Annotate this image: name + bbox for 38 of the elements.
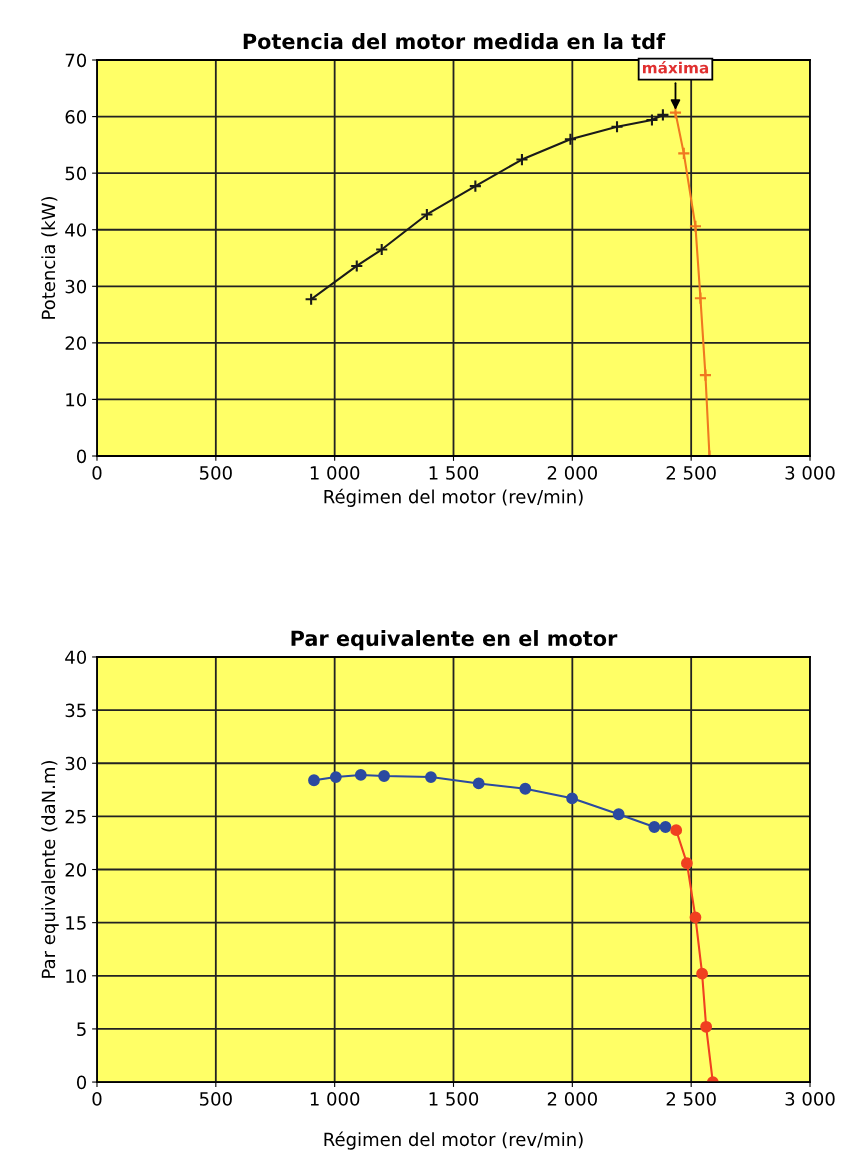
x-tick-label: 1 500 [429,466,479,480]
x-tick-label: 3 000 [785,1092,835,1106]
x-axis-title: Régimen del motor (rev/min) [324,1131,583,1150]
x-tick-label: 0 [92,466,102,480]
y-tick-label: 40 [65,223,87,237]
y-tick-label: 25 [65,809,86,824]
x-tick-label: 1 000 [310,466,360,480]
y-tick-label: 50 [65,166,87,181]
x-tick-label: 2 000 [547,466,597,480]
y-tick-label: 10 [66,969,87,983]
y-tick-label: 5 [77,1022,86,1037]
y-tick-label: 10 [66,392,87,407]
x-tick-label: 3 000 [785,466,835,480]
annotation: máxima [642,61,709,74]
x-axis-title: Régimen del motor (rev/min) [324,488,583,507]
x-tick-label: 0 [92,1092,102,1106]
x-tick-label: 2 500 [666,1092,716,1106]
y-tick-label: 20 [65,862,87,877]
y-axis-title: Par equivalente (daN.m) [41,761,59,978]
y-tick-label: 70 [65,53,87,68]
x-tick-label: 500 [199,1092,232,1106]
y-axis-title: Potencia (kW) [41,197,58,319]
x-tick-label: 2 500 [666,466,716,480]
y-tick-label: 60 [65,110,87,124]
y-tick-label: 20 [65,336,87,350]
y-tick-label: 0 [76,1075,87,1090]
y-tick-label: 30 [65,279,87,294]
y-tick-label: 15 [66,916,86,930]
y-tick-label: 40 [65,650,87,665]
chart-title: Potencia del motor medida en la tdf [243,33,666,50]
x-tick-label: 1 000 [310,1092,360,1106]
x-tick-label: 1 500 [429,1092,479,1106]
x-tick-label: 2 000 [547,1092,597,1106]
x-tick-label: 500 [199,466,232,480]
chart-title: Par equivalente en el motor [291,630,618,651]
y-tick-label: 0 [76,449,87,464]
y-tick-label: 35 [65,703,86,718]
y-tick-label: 30 [65,756,87,771]
